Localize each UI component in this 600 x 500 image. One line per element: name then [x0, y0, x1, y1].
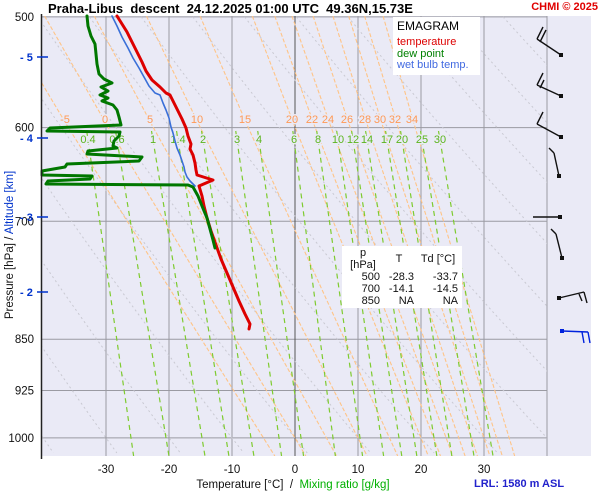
altitude-ticks: - 5 - 4 - 3 - 2 [20, 52, 48, 299]
svg-text:-5: -5 [60, 114, 70, 126]
svg-text:925: 925 [15, 386, 34, 398]
svg-text:- 2: - 2 [20, 287, 33, 299]
legend-item-wetbulb: wet bulb temp. [397, 59, 469, 71]
svg-text:1.4: 1.4 [170, 134, 185, 146]
svg-text:-10: -10 [224, 464, 241, 476]
svg-text:0: 0 [292, 464, 298, 476]
svg-text:700: 700 [15, 216, 34, 228]
svg-text:-20: -20 [161, 464, 178, 476]
legend-title: EMAGRAM [397, 19, 460, 33]
col-pressure: p [hPa] [350, 247, 376, 271]
dewpoint-curve [40, 14, 217, 250]
x-axis-title: Temperature [°C] / Mixing ratio [g/kg] [143, 479, 443, 491]
wind-barbs [533, 26, 591, 344]
svg-text:- 5: - 5 [20, 52, 33, 64]
svg-text:12: 12 [347, 134, 359, 146]
legend-box: EMAGRAM temperature dew point wet bulb t… [393, 17, 480, 75]
svg-text:850: 850 [15, 334, 34, 346]
x-axis-title-separator: / [283, 479, 300, 491]
svg-text:10: 10 [191, 114, 203, 126]
sounding-curves [40, 14, 252, 331]
wetbulb-curve [111, 15, 196, 187]
moist-adiabat-labels: -5 0 5 10 15 20 22 24 26 28 30 32 34 [59, 113, 420, 128]
table-header-row: p [hPa] T Td [°C] [344, 247, 460, 271]
svg-text:- 4: - 4 [20, 133, 34, 145]
legend-item-dewpoint: dew point [397, 47, 445, 60]
svg-text:17: 17 [381, 134, 393, 146]
svg-text:4: 4 [256, 134, 262, 146]
wind-barb [550, 228, 564, 260]
sounding-table: p [hPa] T Td [°C] 500 -28.3 -33.7 700 -1… [342, 246, 462, 308]
plot-background [41, 16, 591, 456]
svg-text:10: 10 [332, 134, 344, 146]
svg-text:15: 15 [239, 114, 251, 126]
svg-text:25: 25 [416, 134, 428, 146]
svg-text:0: 0 [102, 114, 108, 126]
lrl-label: LRL: 1580 m ASL [474, 478, 565, 490]
svg-text:20: 20 [396, 134, 408, 146]
temperature-tick-labels: -30 -20 -10 0 10 20 30 [98, 464, 491, 476]
wind-barb [536, 26, 563, 57]
page-title: Praha-Libus descent 24.12.2025 01:00 UTC… [48, 1, 413, 16]
wind-barb [536, 111, 563, 139]
svg-text:34: 34 [406, 114, 418, 126]
table-row: 850 NA NA [361, 295, 458, 307]
svg-text:1: 1 [150, 134, 156, 146]
svg-text:14: 14 [361, 134, 373, 146]
svg-text:5: 5 [147, 114, 153, 126]
table-row: 500 -28.3 -33.7 [361, 271, 458, 283]
svg-text:32: 32 [389, 114, 401, 126]
svg-text:8: 8 [315, 134, 321, 146]
svg-text:30: 30 [478, 464, 491, 476]
svg-text:28: 28 [359, 114, 371, 126]
svg-text:20: 20 [286, 114, 298, 126]
svg-text:-30: -30 [98, 464, 115, 476]
x-axis-title-temperature: Temperature [°C] [196, 479, 284, 491]
svg-text:24: 24 [322, 114, 334, 126]
temperature-curve [115, 14, 252, 331]
col-dewpoint: Td [°C] [420, 253, 456, 265]
wind-barb [536, 72, 563, 98]
legend-item-temperature: temperature [397, 36, 457, 48]
col-temperature: T [395, 253, 403, 265]
svg-text:3: 3 [234, 134, 240, 146]
dry-adiabats [41, 16, 547, 454]
svg-text:2: 2 [200, 134, 206, 146]
wind-barb [548, 147, 561, 178]
svg-text:22: 22 [306, 114, 318, 126]
y-axis-title: Pressure [hPa] / Altitude [km] [4, 171, 16, 319]
wind-barb [533, 215, 562, 219]
svg-text:0.4: 0.4 [80, 134, 95, 146]
wind-barb [557, 291, 588, 304]
x-axis-title-mixing-ratio: Mixing ratio [g/kg] [299, 479, 390, 491]
svg-text:30: 30 [434, 134, 446, 146]
svg-text:6: 6 [291, 134, 297, 146]
svg-text:10: 10 [352, 464, 365, 476]
copyright-label: CHMI © 2025 [531, 1, 598, 13]
svg-text:- 3: - 3 [20, 212, 33, 224]
table-row: 700 -14.1 -14.5 [361, 283, 458, 295]
pressure-tick-labels: 500 600 700 850 925 1000 [8, 12, 34, 445]
svg-text:500: 500 [15, 12, 34, 24]
wind-barb [560, 329, 591, 344]
svg-text:30: 30 [374, 114, 386, 126]
svg-text:600: 600 [15, 123, 34, 135]
svg-text:1000: 1000 [8, 433, 34, 445]
svg-text:26: 26 [341, 114, 353, 126]
svg-text:20: 20 [415, 464, 428, 476]
